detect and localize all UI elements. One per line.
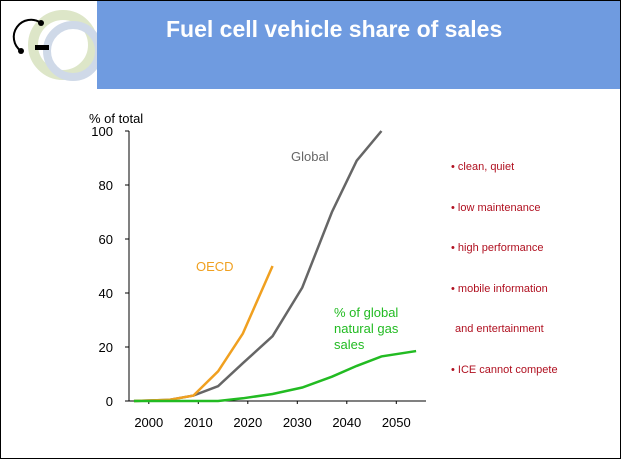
y-tick-label: 20	[99, 340, 113, 355]
bullet-item: • ICE cannot compete	[451, 363, 558, 376]
bullet-item: • high performance	[451, 242, 544, 254]
x-tick-label: 2030	[283, 415, 312, 430]
series-label: OECD	[196, 259, 234, 274]
y-tick-label: 0	[106, 394, 113, 409]
y-tick-label: 100	[91, 124, 113, 139]
series-line	[133, 265, 274, 403]
series-line	[133, 349, 417, 403]
x-tick-label: 2020	[233, 415, 262, 430]
series-line	[133, 130, 383, 403]
x-tick-label: 2010	[184, 415, 213, 430]
x-tick-label: 2000	[134, 415, 163, 430]
y-axis-label: % of total	[89, 111, 143, 126]
bullet-item: • low maintenance	[451, 201, 541, 214]
x-tick-label: 2050	[382, 415, 411, 430]
y-tick-label: 40	[99, 286, 113, 301]
series-label: Global	[291, 149, 329, 164]
bullet-item: • clean, quiet	[451, 161, 515, 173]
title: Fuel cell vehicle share of sales	[166, 16, 503, 42]
y-tick-label: 60	[99, 232, 113, 247]
series-label: % of global natural gas sales	[334, 305, 399, 352]
bullet-list: • clean, quiet • low maintenance • high pe…	[451, 161, 620, 404]
logo-graphic	[12, 10, 97, 81]
bullet-item: • mobile information	[451, 282, 548, 295]
logo	[1, 1, 97, 89]
header-band	[1, 1, 620, 89]
x-tick-label: 2040	[332, 415, 361, 430]
y-tick-label: 80	[99, 178, 113, 193]
bullet-item: and entertainment	[455, 323, 544, 335]
